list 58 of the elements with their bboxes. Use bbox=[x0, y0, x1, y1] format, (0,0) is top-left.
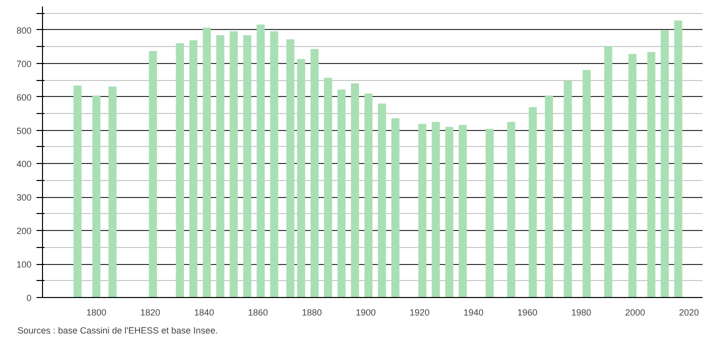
bar bbox=[256, 24, 265, 298]
bar bbox=[216, 35, 224, 298]
x-tick-label: 2000 bbox=[625, 308, 646, 318]
bar bbox=[418, 124, 426, 298]
bar bbox=[507, 122, 516, 298]
x-tick-label: 1940 bbox=[464, 308, 484, 318]
bar bbox=[432, 122, 440, 298]
bar bbox=[445, 126, 454, 298]
bar bbox=[337, 89, 346, 298]
bar bbox=[628, 54, 636, 298]
bar bbox=[528, 107, 537, 298]
bar bbox=[176, 43, 184, 298]
bar bbox=[364, 93, 372, 298]
y-tick-label: 500 bbox=[16, 126, 32, 136]
x-tick-label: 1860 bbox=[248, 308, 268, 318]
bar bbox=[202, 28, 211, 298]
bar bbox=[286, 39, 294, 298]
bar bbox=[92, 95, 100, 298]
bar bbox=[189, 40, 198, 298]
bar bbox=[378, 104, 386, 298]
bar bbox=[604, 46, 612, 298]
x-tick-label: 1840 bbox=[194, 308, 214, 318]
y-tick-label: 0 bbox=[26, 293, 32, 303]
y-tick-label: 300 bbox=[16, 192, 32, 203]
bar bbox=[564, 80, 572, 298]
bar bbox=[486, 128, 494, 298]
bar bbox=[647, 52, 656, 298]
source-note: Sources : base Cassini de l'EHESS et base Insee. bbox=[18, 326, 218, 336]
bar bbox=[582, 70, 591, 298]
y-tick-label: 200 bbox=[16, 226, 32, 236]
bar bbox=[391, 118, 400, 298]
y-tick-label: 700 bbox=[16, 58, 32, 69]
x-tick-label: 1820 bbox=[140, 308, 160, 318]
x-tick-label: 1880 bbox=[302, 308, 322, 318]
y-tick-label: 600 bbox=[16, 92, 32, 102]
bar bbox=[324, 78, 332, 298]
y-tick-label: 400 bbox=[16, 159, 32, 170]
bar bbox=[660, 30, 669, 298]
y-tick-label: 800 bbox=[16, 25, 32, 36]
bar bbox=[674, 20, 682, 298]
bar bbox=[243, 35, 252, 298]
x-tick-label: 1960 bbox=[517, 308, 538, 318]
bar bbox=[148, 50, 157, 298]
bar bbox=[350, 83, 360, 298]
bar bbox=[458, 124, 467, 298]
bar bbox=[544, 95, 553, 298]
x-tick-label: 1800 bbox=[86, 308, 106, 318]
x-tick-label: 1900 bbox=[356, 308, 376, 318]
bar bbox=[310, 48, 319, 298]
x-tick-label: 1980 bbox=[571, 308, 592, 318]
bar bbox=[73, 85, 82, 298]
bar bbox=[108, 86, 117, 298]
y-tick-label: 100 bbox=[16, 260, 32, 270]
x-tick-label: 2020 bbox=[679, 308, 700, 318]
bar bbox=[297, 59, 306, 298]
x-tick-label: 1920 bbox=[410, 308, 430, 318]
bar bbox=[270, 31, 278, 298]
bar bbox=[230, 31, 238, 298]
